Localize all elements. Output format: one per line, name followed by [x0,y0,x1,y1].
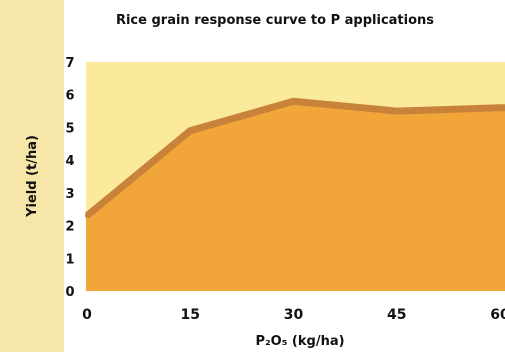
x-tick-label-2: 30 [284,307,304,323]
y-tick-label-2: 2 [65,220,74,235]
x-axis-label: P₂O₅ (kg/ha) [255,334,344,349]
y-axis-ticks: 0 1 2 3 4 5 6 7 [65,56,74,300]
x-axis-ticks: 0 15 30 45 60 [82,307,505,323]
y-tick-label-5: 5 [65,121,74,136]
chart-title: Rice grain response curve to P applicati… [116,13,434,28]
data-point-1 [188,128,193,133]
y-tick-label-6: 6 [65,89,74,104]
area-series [84,97,505,291]
y-tick-label-0: 0 [65,285,74,300]
data-point-4 [498,105,502,110]
y-axis-label: Yield (t/ha) [25,135,40,218]
y-tick-label-4: 4 [65,154,74,169]
x-tick-label-4: 60 [490,307,505,323]
y-tick-label-1: 1 [65,252,74,267]
data-point-2 [291,99,296,104]
data-point-0 [85,213,89,218]
x-tick-label-3: 45 [387,307,406,323]
x-tick-label-0: 0 [82,307,92,323]
y-tick-label-7: 7 [65,56,74,71]
x-tick-label-1: 15 [181,307,200,323]
area-fill-0 [86,101,505,291]
y-tick-label-3: 3 [65,187,74,202]
data-point-3 [394,109,399,114]
